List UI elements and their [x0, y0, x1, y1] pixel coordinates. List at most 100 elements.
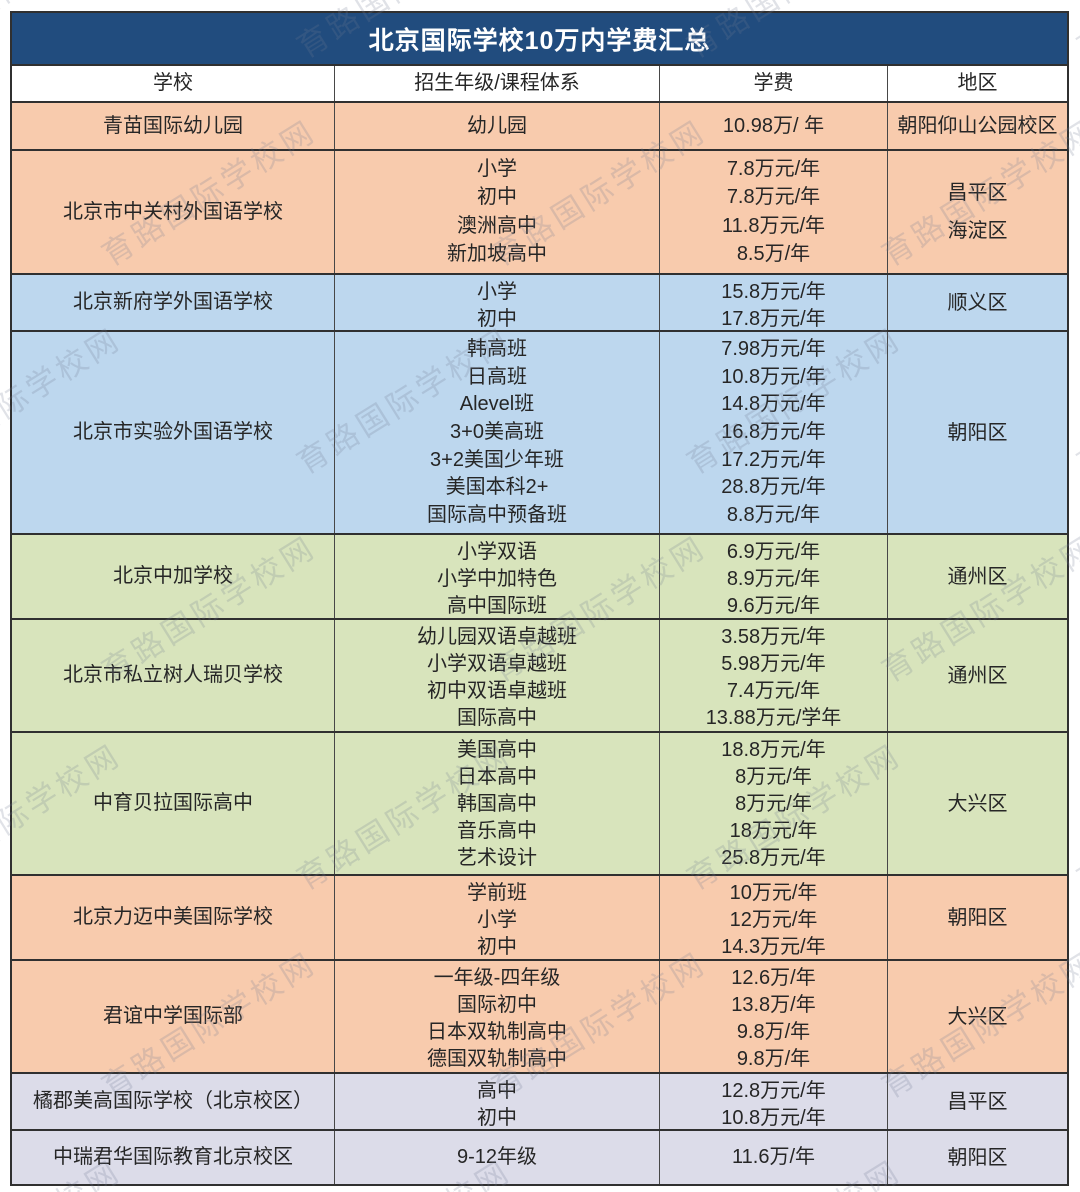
fee-line: 13.88万元/学年: [705, 707, 842, 729]
fee-line: 8.5万/年: [736, 243, 811, 266]
program-line: 9-12年级: [456, 1146, 538, 1168]
fee-line: 17.2万元/年: [721, 448, 826, 471]
fee-line: 8万元/年: [735, 793, 812, 815]
fee-line: 12万元/年: [729, 909, 818, 931]
district-cell: 昌平区: [887, 1074, 1067, 1129]
program-line: 美国高中: [457, 739, 537, 761]
district-cell: 朝阳区: [887, 876, 1067, 959]
tuition-table: 北京国际学校10万内学费汇总 学校 招生年级/课程体系 学费 地区 青苗国际幼儿…: [10, 11, 1069, 1186]
fee-cell: 3.58万元/年 5.98万元/年 7.4万元/年 13.88万元/学年: [659, 620, 887, 731]
program-line: 国际高中预备班: [427, 503, 567, 526]
program-line: 幼儿园: [467, 114, 527, 137]
district-cell: 昌平区 海淀区: [887, 151, 1067, 273]
programs-cell: 一年级-四年级 国际初中 日本双轨制高中 德国双轨制高中: [334, 961, 659, 1072]
table-row: 北京中加学校 小学双语 小学中加特色 高中国际班 6.9万元/年 8.9万元/年 9.6万元…: [12, 533, 1067, 618]
table-header-row: 学校 招生年级/课程体系 学费 地区: [12, 64, 1067, 101]
table-row: 橘郡美高国际学校（北京校区） 高中 初中 12.8万元/年 10.8万元/年 昌平区: [12, 1072, 1067, 1129]
fee-cell: 11.6万/年: [659, 1131, 887, 1184]
program-line: 初中: [477, 308, 517, 330]
program-line: 新加坡高中: [447, 243, 547, 266]
program-line: 幼儿园双语卓越班: [417, 626, 577, 648]
program-line: Alevel班: [459, 393, 535, 416]
program-line: 美国本科2+: [445, 476, 549, 499]
table-row: 君谊中学国际部 一年级-四年级 国际初中 日本双轨制高中 德国双轨制高中 12.6万/年 1…: [12, 959, 1067, 1072]
program-line: 3+2美国少年班: [430, 448, 564, 471]
school-name-cell: 北京市实验外国语学校: [73, 421, 273, 443]
fee-line: 15.8万元/年: [721, 281, 826, 303]
district-line: 通州区: [947, 664, 1008, 687]
fee-line: 12.6万/年: [731, 967, 816, 989]
school-name-cell: 北京市中关村外国语学校: [63, 200, 283, 223]
programs-cell: 韩高班 日高班 Alevel班 3+0美高班 3+2美国少年班 美国本科2+ 国际高中预备班: [334, 332, 659, 533]
fee-line: 10.8万元/年: [721, 365, 826, 388]
fee-line: 3.58万元/年: [721, 626, 826, 648]
program-line: 韩国高中: [457, 793, 537, 815]
fee-line: 7.4万元/年: [726, 680, 821, 702]
fee-line: 7.8万元/年: [726, 186, 821, 209]
fee-line: 9.8万/年: [736, 1048, 811, 1070]
fee-cell: 7.98万元/年 10.8万元/年 14.8万元/年 16.8万元/年 17.2万元/年…: [659, 332, 887, 533]
fee-line: 10万元/年: [729, 882, 818, 904]
fee-line: 8万元/年: [735, 766, 812, 788]
table-row: 北京市实验外国语学校 韩高班 日高班 Alevel班 3+0美高班 3+2美国少年班 美国本…: [12, 330, 1067, 533]
program-line: 小学中加特色: [437, 568, 557, 590]
fee-line: 25.8万元/年: [721, 847, 826, 869]
district-cell: 通州区: [887, 535, 1067, 618]
table-title: 北京国际学校10万内学费汇总: [12, 13, 1067, 64]
fee-line: 7.8万元/年: [726, 157, 821, 180]
fee-cell: 15.8万元/年 17.8万元/年: [659, 275, 887, 330]
fee-line: 11.6万/年: [732, 1146, 815, 1168]
fee-line: 18万元/年: [729, 820, 818, 842]
program-line: 小学双语: [457, 541, 537, 563]
program-line: 日高班: [467, 365, 527, 388]
school-name-cell: 青苗国际幼儿园: [103, 114, 243, 137]
programs-cell: 高中 初中: [334, 1074, 659, 1129]
school-name-cell: 北京力迈中美国际学校: [73, 906, 273, 928]
program-line: 日本双轨制高中: [427, 1021, 567, 1043]
district-line: 顺义区: [947, 291, 1008, 314]
program-line: 国际初中: [457, 994, 537, 1016]
district-line: 昌平区: [947, 1090, 1008, 1113]
table-row: 北京新府学外国语学校 小学 初中 15.8万元/年 17.8万元/年 顺义区: [12, 273, 1067, 330]
program-line: 小学: [477, 281, 517, 303]
fee-line: 14.8万元/年: [721, 393, 826, 416]
program-line: 初中: [477, 1107, 517, 1129]
table-body: 青苗国际幼儿园 幼儿园 10.98万/ 年朝阳仰山公园校区 北京市中关村外国语学校 小学…: [12, 101, 1067, 1184]
district-cell: 朝阳区: [887, 1131, 1067, 1184]
district-cell: 朝阳区: [887, 332, 1067, 533]
program-line: 学前班: [467, 882, 527, 904]
program-line: 艺术设计: [457, 847, 537, 869]
fee-cell: 12.8万元/年 10.8万元/年: [659, 1074, 887, 1129]
column-header-programs: 招生年级/课程体系: [334, 66, 659, 101]
program-line: 小学: [477, 157, 517, 180]
column-header-district: 地区: [887, 66, 1067, 101]
program-line: 初中: [477, 936, 517, 958]
program-line: 高中: [477, 1080, 517, 1102]
district-line: 通州区: [947, 565, 1008, 588]
fee-line: 6.9万元/年: [726, 541, 821, 563]
table-row: 中瑞君华国际教育北京校区 9-12年级 11.6万/年 朝阳区: [12, 1129, 1067, 1184]
programs-cell: 小学 初中 澳洲高中 新加坡高中: [334, 151, 659, 273]
fee-line: 14.3万元/年: [721, 936, 826, 958]
fee-line: 13.8万/年: [731, 994, 816, 1016]
fee-line: 8.8万元/年: [726, 503, 821, 526]
fee-line: 28.8万元/年: [721, 476, 826, 499]
fee-line: 10.8万元/年: [721, 1107, 826, 1129]
program-line: 小学双语卓越班: [427, 653, 567, 675]
programs-cell: 9-12年级: [334, 1131, 659, 1184]
fee-line: 9.6万元/年: [726, 595, 821, 617]
school-name-cell: 中育贝拉国际高中: [93, 792, 253, 814]
fee-line: 5.98万元/年: [721, 653, 826, 675]
table-row: 北京市私立树人瑞贝学校 幼儿园双语卓越班 小学双语卓越班 初中双语卓越班 国际高中 3.5…: [12, 618, 1067, 731]
fee-line: 18.8万元/年: [721, 739, 826, 761]
programs-cell: 美国高中 日本高中 韩国高中 音乐高中 艺术设计: [334, 733, 659, 874]
programs-cell: 幼儿园: [334, 103, 659, 149]
program-line: 韩高班: [467, 338, 527, 361]
program-line: 一年级-四年级: [433, 967, 561, 989]
table-row: 中育贝拉国际高中 美国高中 日本高中 韩国高中 音乐高中 艺术设计 18.8万元/年 8万元/…: [12, 731, 1067, 874]
fee-line: 12.8万元/年: [721, 1080, 826, 1102]
fee-cell: 7.8万元/年 7.8万元/年 11.8万元/年 8.5万/年: [659, 151, 887, 273]
school-name-cell: 北京市私立树人瑞贝学校: [63, 664, 283, 686]
fee-cell: 10.98万/ 年: [659, 103, 887, 149]
